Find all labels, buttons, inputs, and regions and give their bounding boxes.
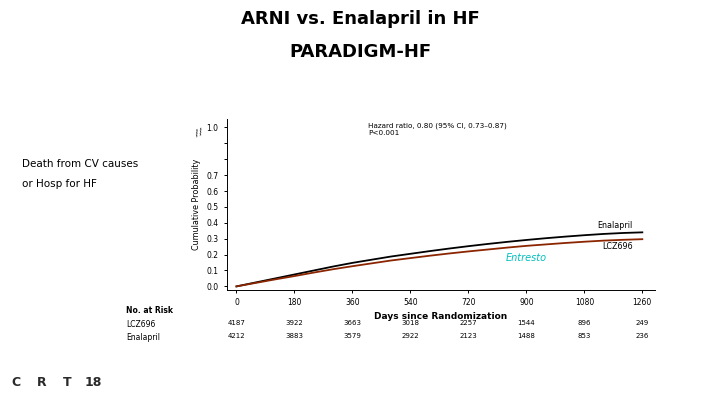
Text: Entresto: Entresto [506, 253, 547, 263]
FancyBboxPatch shape [42, 366, 94, 401]
Text: or Hosp for HF: or Hosp for HF [22, 179, 96, 189]
Text: LCZ696: LCZ696 [126, 320, 156, 329]
Text: ARNI vs. Enalapril in HF: ARNI vs. Enalapril in HF [240, 10, 480, 28]
Text: 1488: 1488 [518, 333, 535, 339]
Text: 3883: 3883 [285, 333, 303, 339]
Text: 853: 853 [577, 333, 591, 339]
Text: LCZ696: LCZ696 [602, 242, 633, 251]
Text: C: C [12, 376, 20, 389]
X-axis label: Days since Randomization: Days since Randomization [374, 313, 508, 322]
FancyBboxPatch shape [68, 366, 120, 401]
Text: 2257: 2257 [459, 320, 477, 326]
Text: 18: 18 [85, 376, 102, 389]
Text: Enalapril: Enalapril [126, 333, 160, 342]
Text: 3018: 3018 [402, 320, 419, 326]
Text: //: // [193, 126, 205, 138]
Text: 4212: 4212 [228, 333, 246, 339]
Text: R: R [37, 376, 47, 389]
Text: Death from CV causes: Death from CV causes [22, 159, 138, 169]
Text: No. at Risk: No. at Risk [126, 306, 173, 315]
Text: T: T [63, 376, 72, 389]
Text: 3579: 3579 [343, 333, 361, 339]
Text: 2922: 2922 [402, 333, 419, 339]
Text: 3922: 3922 [286, 320, 303, 326]
FancyBboxPatch shape [0, 366, 42, 401]
Text: 236: 236 [636, 333, 649, 339]
Text: McMurray JJ et al  N Engl J Med 2014;371:993-1004: McMurray JJ et al N Engl J Med 2014;371:… [253, 379, 467, 388]
Text: 249: 249 [636, 320, 649, 326]
Text: 4187: 4187 [228, 320, 246, 326]
Text: Hazard ratio, 0.80 (95% CI, 0.73–0.87)
P<0.001: Hazard ratio, 0.80 (95% CI, 0.73–0.87) P… [368, 123, 507, 136]
Y-axis label: Cumulative Probability: Cumulative Probability [192, 159, 201, 250]
Text: Enalapril: Enalapril [598, 222, 633, 230]
Text: PARADIGM-HF: PARADIGM-HF [289, 43, 431, 60]
FancyBboxPatch shape [16, 366, 68, 401]
Text: 896: 896 [577, 320, 591, 326]
Text: 1544: 1544 [518, 320, 535, 326]
Text: CRT: CRT [678, 376, 704, 389]
Text: 3663: 3663 [343, 320, 361, 326]
Text: 2123: 2123 [459, 333, 477, 339]
Text: online.org: online.org [704, 377, 720, 387]
